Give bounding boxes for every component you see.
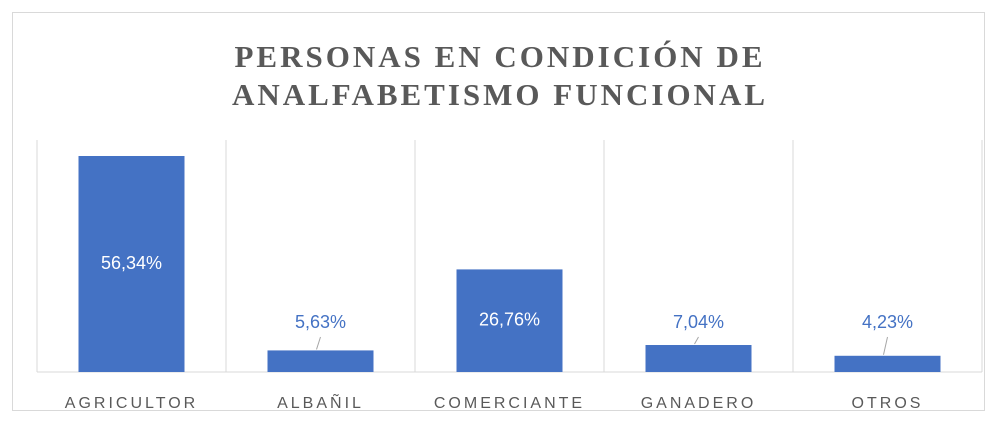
bar: [834, 355, 941, 372]
leader-line: [694, 336, 699, 345]
chart-title: ANALFABETISMO FUNCIONAL: [232, 77, 768, 112]
x-tick-label: ALBAÑIL: [277, 392, 364, 412]
data-label: 5,63%: [295, 312, 346, 332]
bar: [78, 156, 185, 372]
data-label: 7,04%: [673, 312, 724, 332]
data-label: 26,76%: [479, 309, 540, 329]
bar: [645, 345, 752, 372]
bar: [456, 269, 563, 372]
data-label: 56,34%: [101, 253, 162, 273]
x-tick-label: GANADERO: [641, 395, 757, 412]
leader-line: [883, 336, 888, 355]
leader-line: [316, 336, 321, 350]
x-tick-label: OTROS: [852, 395, 924, 412]
x-tick-label: COMERCIANTE: [434, 395, 585, 412]
bar: [267, 350, 374, 372]
data-label: 4,23%: [862, 312, 913, 332]
x-tick-label: AGRICULTOR: [65, 395, 198, 412]
chart-title: PERSONAS EN CONDICIÓN DE: [234, 39, 765, 74]
